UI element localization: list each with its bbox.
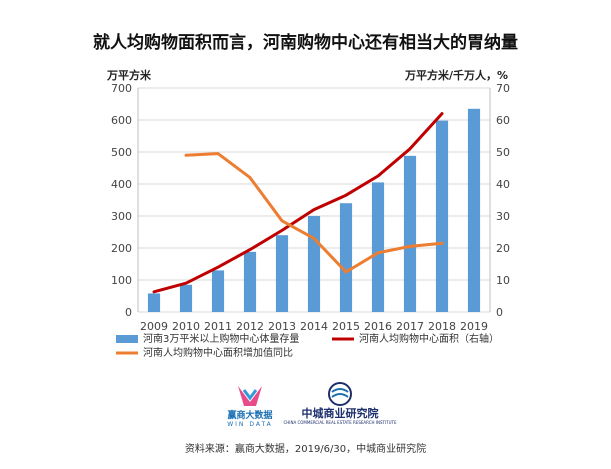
bar [403, 155, 417, 312]
bar [371, 182, 385, 312]
x-tick-label: 2010 [172, 320, 200, 333]
bar [179, 284, 193, 312]
legend-label: 河南3万平米以上购物中心体量存量 [143, 332, 299, 345]
bar [147, 293, 161, 312]
x-tick-label: 2014 [300, 320, 328, 333]
series-line [152, 112, 444, 294]
right-axis-unit: 万平方米/千万人，% [404, 68, 508, 82]
left-tick-label: 400 [111, 178, 132, 191]
bar [339, 203, 353, 312]
left-axis-unit: 万平方米 [106, 68, 152, 82]
x-tick-label: 2019 [460, 320, 488, 333]
windata-logo: 赢商大数据 WIN DATA [227, 386, 273, 428]
chart-title: 就人均购物面积而言，河南购物中心还有相当大的胃纳量 [93, 33, 518, 53]
left-tick-label: 600 [111, 114, 132, 127]
logo-area: 赢商大数据 WIN DATA 中城商业研究院 CHINA COMMERCIAL … [227, 382, 397, 428]
x-tick-label: 2012 [236, 320, 264, 333]
x-tick-label: 2011 [204, 320, 232, 333]
ccri-logo: 中城商业研究院 CHINA COMMERCIAL REAL ESTATE RES… [284, 382, 397, 425]
series-line [184, 152, 444, 274]
x-tick-label: 2009 [140, 320, 168, 333]
right-tick-label: 20 [496, 242, 510, 255]
right-tick-label: 70 [496, 82, 510, 95]
left-tick-label: 200 [111, 242, 132, 255]
legend-label: 河南人均购物中心面积增加值同比 [143, 346, 293, 359]
ccri-name: 中城商业研究院 [302, 406, 379, 420]
bar [243, 251, 257, 312]
left-tick-label: 100 [111, 274, 132, 287]
bar [307, 216, 321, 312]
line-series [152, 112, 444, 294]
x-tick-label: 2018 [428, 320, 456, 333]
bar-series [147, 108, 481, 312]
ccri-sub: CHINA COMMERCIAL REAL ESTATE RESEARCH IN… [284, 420, 397, 425]
right-tick-label: 50 [496, 146, 510, 159]
windata-name: 赢商大数据 [227, 409, 272, 421]
source-note: 资料来源：赢商大数据，2019/6/30，中城商业研究院 [184, 444, 427, 455]
bar [275, 235, 289, 312]
left-tick-label: 500 [111, 146, 132, 159]
left-tick-label: 300 [111, 210, 132, 223]
legend: 河南3万平米以上购物中心体量存量 河南人均购物中心面积（右轴） 河南人均购物中心面积… [116, 332, 499, 359]
right-tick-label: 0 [496, 306, 503, 319]
windata-sub: WIN DATA [227, 421, 273, 428]
chart-area: 万平方米 万平方米/千万人，% 0 100 200 300 400 500 600 700 0 1… [106, 68, 510, 359]
legend-label: 河南人均购物中心面积（右轴） [359, 332, 499, 345]
left-tick-label: 700 [111, 82, 132, 95]
axis-ticks: 0 100 200 300 400 500 600 700 0 10 20 30 40 50 60 70 200… [111, 82, 510, 333]
x-tick-label: 2015 [332, 320, 360, 333]
right-tick-label: 30 [496, 210, 510, 223]
bar [467, 108, 481, 312]
x-tick-label: 2017 [396, 320, 424, 333]
right-tick-label: 10 [496, 274, 510, 287]
x-tick-label: 2016 [364, 320, 392, 333]
x-tick-label: 2013 [268, 320, 296, 333]
right-tick-label: 40 [496, 178, 510, 191]
legend-swatch [116, 335, 138, 343]
bar [211, 270, 225, 312]
bar [435, 120, 449, 312]
left-tick-label: 0 [125, 306, 132, 319]
right-tick-label: 60 [496, 114, 510, 127]
